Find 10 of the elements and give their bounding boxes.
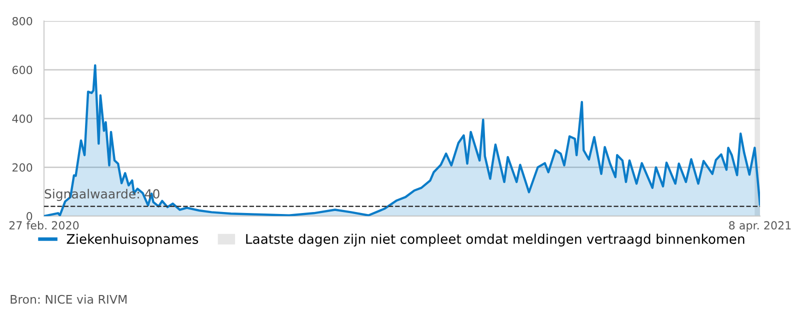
legend-label: Ziekenhuisopnames [66, 234, 198, 247]
x-tick-label: 27 feb. 2020 [9, 220, 79, 230]
y-tick-label: 400 [12, 114, 32, 123]
y-tick-label: 0 [26, 212, 32, 220]
y-tick-label: 800 [12, 16, 32, 26]
x-tick-label: 8 apr. 2021 [729, 221, 791, 232]
legend-label: Laatste dagen zijn niet compleet omdat meldingen vertraagd binnenkomen [246, 234, 744, 247]
y-tick-label: 200 [12, 163, 32, 172]
y-tick-label: 600 [12, 66, 32, 74]
text: Bron: NICE via RIVM [10, 294, 127, 304]
